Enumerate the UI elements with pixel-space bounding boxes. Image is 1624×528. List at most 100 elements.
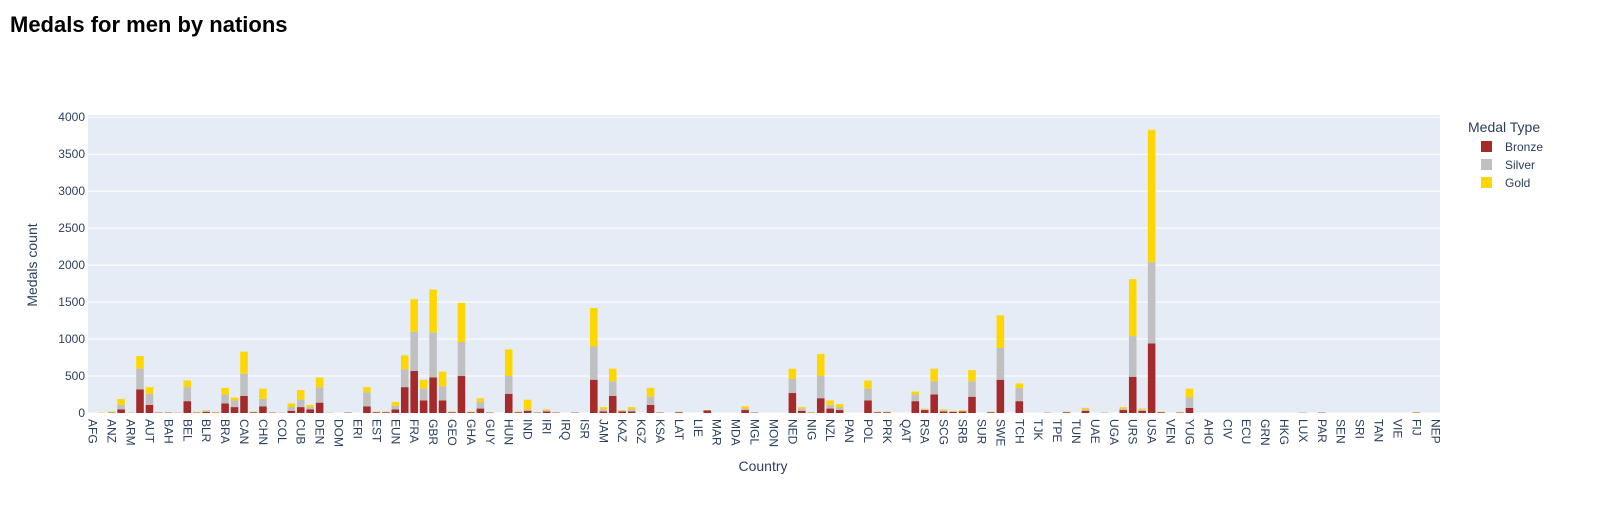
x-tick-label: SUR (974, 419, 988, 445)
legend-label: Silver (1505, 158, 1535, 172)
x-tick-label: CHN (256, 419, 270, 445)
bar-segment (524, 400, 532, 410)
bar-segment (1119, 409, 1127, 410)
x-tick-label: BAH (161, 419, 175, 444)
bar-segment (136, 356, 144, 369)
x-tick-label: ECU (1239, 419, 1253, 444)
bar-segment (817, 376, 825, 398)
bar-segment (618, 410, 626, 411)
x-tick-label: VEN (1164, 419, 1178, 444)
legend-title: Medal Type (1468, 119, 1540, 135)
bar-segment (287, 407, 295, 411)
bar-segment (987, 412, 995, 413)
bar-segment (1082, 408, 1090, 409)
bar-segment (391, 406, 399, 410)
bar-segment (628, 409, 636, 411)
bar-segment (798, 411, 806, 413)
bar-segment (789, 379, 797, 393)
x-tick-label: TAN (1372, 419, 1386, 442)
y-tick-label: 0 (78, 406, 85, 420)
bar-segment (826, 409, 834, 413)
bar-segment (297, 407, 305, 413)
x-tick-label: LIE (691, 419, 705, 437)
bar-segment (477, 402, 485, 409)
y-tick-label: 1500 (58, 295, 85, 309)
x-tick-label: TCH (1012, 419, 1026, 444)
x-tick-label: KGZ (634, 419, 648, 444)
x-tick-label: LUX (1296, 419, 1310, 442)
x-tick-label: DOM (332, 419, 346, 447)
bar-segment (391, 409, 399, 413)
x-tick-label: BEL (180, 419, 194, 442)
bar-segment (930, 369, 938, 382)
bar-segment (306, 407, 314, 409)
legend-swatch (1481, 177, 1492, 188)
bar-segment (363, 406, 371, 413)
bar-segment (599, 412, 607, 413)
x-tick-label: KAZ (615, 419, 629, 442)
bar-segment (911, 401, 919, 413)
x-tick-label: MAR (710, 419, 724, 446)
x-tick-label: FIJ (1409, 419, 1423, 436)
x-tick-label: IRI (540, 419, 554, 434)
bar-segment (997, 380, 1005, 413)
bar-segment (949, 411, 957, 412)
bar-segment (609, 396, 617, 413)
bar-segment (221, 388, 229, 395)
bar-segment (647, 388, 655, 397)
bar-segment (836, 407, 844, 410)
x-tick-label: YUG (1182, 419, 1196, 445)
x-tick-label: LAT (672, 419, 686, 441)
bar-segment (146, 405, 154, 413)
bar-segment (183, 401, 191, 413)
bar-segment (448, 412, 456, 413)
x-tick-label: TPE (1050, 419, 1064, 442)
bar-segment (1082, 411, 1090, 413)
bar-segment (467, 412, 475, 413)
x-tick-label: EST (369, 419, 383, 443)
bar-segment (231, 397, 239, 400)
legend-swatch (1481, 159, 1492, 170)
bar-segment (789, 369, 797, 379)
bar-segment (240, 396, 248, 413)
bar-segment (1129, 336, 1137, 377)
bar-segment (382, 412, 390, 413)
bar-segment (798, 409, 806, 411)
bar-segment (439, 386, 447, 400)
bar-segment (231, 400, 239, 407)
bar-segment (259, 389, 267, 399)
bar-segment (590, 380, 598, 413)
bar-segment (1129, 377, 1137, 413)
bar-segment (921, 409, 929, 410)
bar-segment (202, 411, 210, 412)
x-tick-label: UAE (1088, 419, 1102, 444)
bar-segment (921, 409, 929, 410)
x-axis-title: Country (738, 458, 787, 474)
bar-segment (287, 411, 295, 413)
x-tick-label: AUT (142, 419, 156, 444)
bar-segment (117, 409, 125, 413)
bar-segment (1015, 388, 1023, 401)
bar-segment (240, 352, 248, 374)
bar-segment (297, 400, 305, 407)
x-tick-label: NIG (804, 419, 818, 440)
x-tick-label: TUN (1069, 419, 1083, 444)
x-tick-label: SEN (1334, 419, 1348, 444)
bar-segment (117, 399, 125, 405)
bar-segment (297, 390, 305, 400)
bar-segment (1129, 279, 1137, 336)
bar-segment (997, 315, 1005, 348)
bar-segment (647, 397, 655, 405)
bar-segment (1186, 397, 1194, 407)
bar-segment (477, 409, 485, 413)
bar-segment (930, 381, 938, 394)
x-tick-label: CUB (294, 419, 308, 444)
x-tick-label: JAM (596, 419, 610, 443)
bar-segment (959, 411, 967, 412)
bar-segment (505, 376, 513, 394)
bar-segment (543, 409, 551, 410)
x-tick-label: RSA (918, 419, 932, 444)
x-tick-label: ERI (350, 419, 364, 439)
bar-segment (930, 395, 938, 413)
bar-segment (940, 409, 948, 410)
